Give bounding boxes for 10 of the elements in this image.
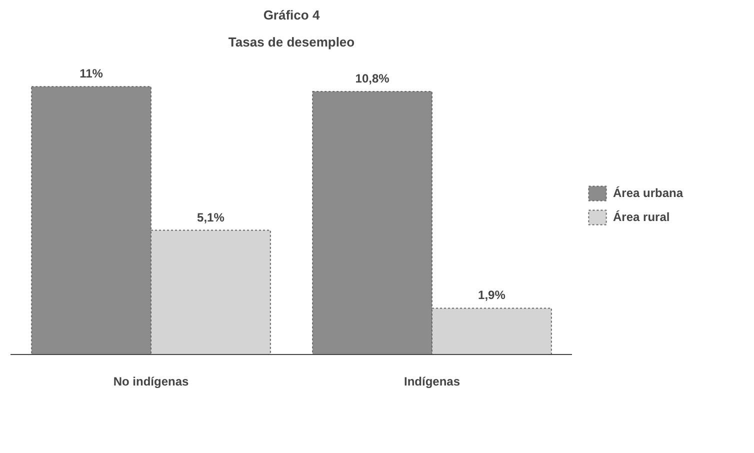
chart-subtitle: Tasas de desempleo <box>228 34 355 50</box>
data-label: 11% <box>80 66 104 81</box>
x-tick-label: No indígenas <box>113 374 189 388</box>
data-label: 5,1% <box>197 210 225 224</box>
legend-label: Área rural <box>613 210 670 224</box>
x-tick-label: Indígenas <box>404 374 460 388</box>
chart-title: Gráfico 4 <box>263 8 320 22</box>
data-label: 1,9% <box>478 288 506 302</box>
data-label: 10,8% <box>355 72 390 86</box>
legend-label: Área urbana <box>613 186 684 200</box>
